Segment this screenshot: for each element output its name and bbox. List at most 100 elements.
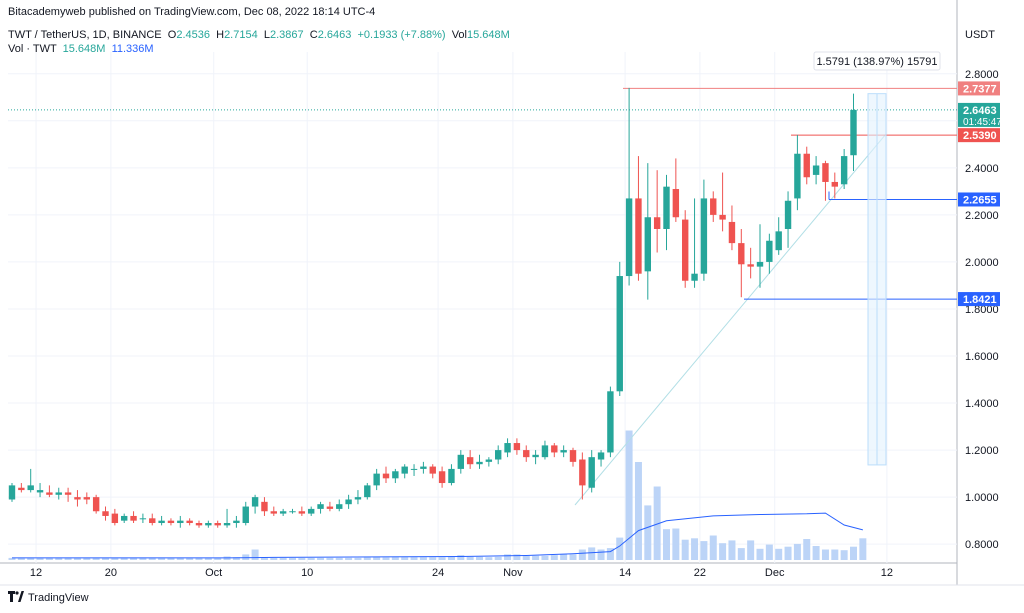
candle-body xyxy=(223,523,231,526)
volume-bar xyxy=(289,557,296,560)
publisher-text: Bitacademyweb published on TradingView.c… xyxy=(8,6,376,18)
volume-bar xyxy=(419,557,427,560)
candle-body xyxy=(46,492,53,495)
candle-body xyxy=(83,497,90,500)
candle-body xyxy=(457,454,464,469)
y-tick-label: 1.6000 xyxy=(965,351,999,363)
candle-body xyxy=(541,445,549,458)
candle-body xyxy=(513,443,521,451)
candle-body xyxy=(504,443,511,453)
candle-body xyxy=(625,198,633,277)
x-tick-label: Oct xyxy=(205,567,222,579)
volume-bar xyxy=(251,549,259,560)
candle-body xyxy=(233,520,240,524)
volume-bar xyxy=(504,554,512,560)
volume-bar xyxy=(775,548,783,560)
y-tick-label: 0.8000 xyxy=(965,539,999,551)
volume-bar xyxy=(429,557,437,560)
footer-brand: TradingView xyxy=(8,591,89,605)
candle-body xyxy=(784,200,792,229)
volume-bar xyxy=(663,529,670,560)
candle-body xyxy=(205,523,212,526)
candle-body xyxy=(803,153,810,178)
candle-body xyxy=(700,198,708,274)
candle-body xyxy=(663,186,670,229)
candle-body xyxy=(794,153,801,199)
candle-body xyxy=(738,243,745,265)
volume-bar xyxy=(354,557,362,560)
trend-line xyxy=(574,133,887,506)
y-tick-label: 2.2000 xyxy=(965,210,999,222)
candle-body xyxy=(569,450,577,462)
candle-body xyxy=(495,450,502,460)
volume-bar xyxy=(737,548,745,560)
candle-body xyxy=(382,473,390,479)
close-value: 2.6463 xyxy=(317,29,352,41)
y-axis-unit: USDT xyxy=(965,29,995,41)
volume-bar xyxy=(728,540,736,560)
candle-body xyxy=(8,485,16,500)
volume-bar xyxy=(560,554,568,560)
volume-bar xyxy=(83,557,91,560)
candle-body xyxy=(336,504,343,509)
candle-body xyxy=(635,198,642,274)
candle-body xyxy=(719,214,726,220)
volume-bar xyxy=(8,557,16,560)
open-value: 2.4536 xyxy=(176,29,210,41)
volume-bar xyxy=(391,557,399,560)
y-tick-label: 2.0000 xyxy=(965,257,999,269)
volume-bar xyxy=(466,556,474,560)
x-tick-label: 24 xyxy=(432,567,444,579)
volume-legend: Vol · TWT 15.648M 11.336M xyxy=(8,43,154,55)
candle-body xyxy=(121,515,128,521)
y-tick-label: 1.4000 xyxy=(965,398,999,410)
tradingview-brand[interactable]: TradingView xyxy=(28,592,89,604)
candle-body xyxy=(756,261,764,267)
volume-bar xyxy=(821,549,829,560)
volume-bar xyxy=(148,557,156,560)
candle-body xyxy=(616,276,623,392)
volume-bar xyxy=(204,557,212,560)
volume-bar xyxy=(55,557,63,560)
candle-body xyxy=(410,468,418,470)
volume-bar xyxy=(691,538,699,560)
price-label-text: 2.2655 xyxy=(963,194,997,206)
volume-bar xyxy=(700,541,708,560)
candle-body xyxy=(74,497,81,500)
candle-body xyxy=(560,450,567,453)
volume-bar xyxy=(606,548,614,560)
volume-bar xyxy=(326,557,334,560)
candle-body xyxy=(672,189,680,218)
x-tick-label: 12 xyxy=(30,567,42,579)
candle-body xyxy=(279,511,287,514)
volume-bar xyxy=(719,543,727,560)
volume-bar xyxy=(457,555,465,560)
open-letter: O xyxy=(167,29,177,41)
volume-bar xyxy=(195,557,203,560)
candle-body xyxy=(710,198,717,215)
volume-bar xyxy=(681,539,689,560)
volume-bar xyxy=(345,557,353,560)
volume-bar xyxy=(513,554,521,560)
y-tick-label: 1.0000 xyxy=(965,492,999,504)
vol-letter: Vol xyxy=(451,29,467,41)
candle-body xyxy=(326,506,334,509)
volume-bar xyxy=(485,557,493,560)
candle-body xyxy=(766,240,773,262)
candle-body xyxy=(345,499,352,505)
x-tick-label: Nov xyxy=(503,567,523,579)
candle-body xyxy=(607,391,614,453)
candle-body xyxy=(831,181,838,187)
x-tick-label: 14 xyxy=(619,567,631,579)
symbol-label: TWT / TetherUS, 1D, BINANCE xyxy=(8,29,162,41)
volume-bar xyxy=(139,557,147,560)
volume-indicator-label[interactable]: Vol · TWT xyxy=(8,43,57,55)
volume-bar xyxy=(653,486,661,560)
candle-body xyxy=(812,165,820,175)
volume-bar xyxy=(64,557,72,560)
volume-bar xyxy=(270,557,278,560)
volume-bar xyxy=(298,557,306,560)
candle-body xyxy=(485,459,493,462)
candle-body xyxy=(466,457,474,465)
